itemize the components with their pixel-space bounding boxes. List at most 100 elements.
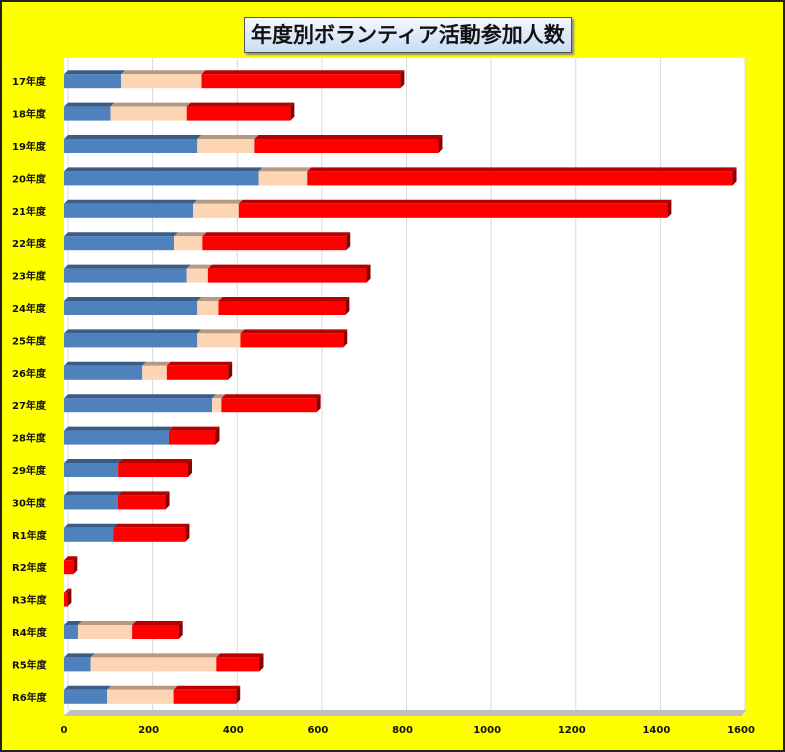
bar-segment: [258, 171, 308, 186]
bar-segment: [117, 495, 166, 510]
category-label: 19年度: [12, 140, 47, 153]
bar-end-face: [236, 685, 241, 704]
bar-top-face: [64, 394, 217, 399]
bar-top-face: [64, 232, 179, 237]
category-label: R2年度: [12, 561, 48, 574]
bar-segment: [221, 398, 317, 413]
bar-segment: [202, 236, 347, 251]
bar-segment: [64, 625, 78, 639]
bar-end-face: [438, 135, 443, 153]
bar-segment: [64, 74, 122, 89]
bar-top-face: [64, 426, 173, 431]
bar-end-face: [165, 491, 170, 510]
bar-top-face: [174, 232, 207, 237]
category-label: 30年度: [12, 496, 47, 509]
bar-top-face: [207, 264, 371, 269]
bar-top-face: [64, 135, 202, 139]
bar-segment: [307, 171, 733, 186]
category-label: 23年度: [12, 270, 47, 283]
bar-top-face: [64, 70, 126, 75]
bar-segment: [186, 268, 208, 283]
bar-segment: [64, 139, 198, 153]
bar-segment: [64, 430, 169, 445]
bar-end-face: [185, 523, 190, 542]
category-label: 18年度: [12, 108, 47, 121]
bar-end-face: [187, 459, 192, 477]
bar-end-face: [228, 361, 233, 380]
bar-segment: [193, 203, 239, 218]
bar-end-face: [290, 102, 295, 121]
x-tick-label: 1400: [642, 725, 670, 736]
bar-segment: [64, 560, 74, 575]
bar-segment: [64, 463, 119, 477]
bar-segment: [64, 171, 259, 186]
bar-segment: [64, 657, 91, 672]
bar-top-face: [132, 621, 183, 625]
bar-segment: [254, 139, 439, 153]
category-label: 17年度: [12, 75, 47, 88]
bar-segment: [64, 203, 194, 218]
bar-segment: [197, 301, 219, 315]
bar-end-face: [215, 426, 220, 445]
category-label: R4年度: [12, 626, 48, 639]
bar-segment: [107, 689, 174, 704]
x-tick-label: 200: [138, 725, 159, 736]
category-label: R5年度: [12, 658, 48, 671]
bar-segment: [212, 398, 222, 413]
category-label: R1年度: [12, 529, 48, 542]
bar-top-face: [64, 556, 78, 561]
bar-top-face: [216, 653, 264, 658]
bar-end-face: [400, 70, 405, 89]
bar-segment: [168, 430, 216, 445]
plot-area: [64, 58, 745, 714]
bar-top-face: [90, 653, 221, 658]
bar-top-face: [202, 232, 351, 237]
category-label: 25年度: [12, 334, 47, 347]
bar-top-face: [240, 329, 348, 334]
bar-segment: [142, 365, 167, 380]
bar-end-face: [345, 297, 350, 315]
bar-top-face: [64, 653, 95, 658]
chart-title: 年度別ボランティア活動参加人数: [244, 17, 572, 53]
bar-segment: [186, 106, 291, 121]
bar-segment: [64, 106, 111, 121]
bar-top-face: [201, 70, 405, 75]
bar-top-face: [64, 588, 72, 593]
bar-segment: [64, 398, 213, 413]
bar-top-face: [258, 167, 312, 172]
bar-top-face: [64, 361, 147, 366]
bar-top-face: [307, 167, 737, 172]
category-label: 29年度: [12, 464, 47, 477]
category-label: 22年度: [12, 237, 47, 250]
bar-end-face: [67, 588, 72, 607]
bar-end-face: [346, 232, 351, 251]
bar-top-face: [107, 685, 178, 690]
bar-segment: [197, 139, 255, 153]
bar-end-face: [667, 199, 672, 218]
bar-top-face: [173, 685, 241, 690]
category-label: 21年度: [12, 205, 47, 218]
bar-top-face: [197, 135, 259, 139]
bar-top-face: [64, 491, 122, 496]
bar-segment: [240, 333, 344, 348]
bar-top-face: [64, 199, 198, 204]
bar-segment: [90, 657, 217, 672]
bar-segment: [64, 268, 187, 283]
x-tick-label: 0: [61, 725, 68, 736]
bar-segment: [64, 236, 175, 251]
bar-top-face: [212, 394, 226, 399]
bar-end-face: [366, 264, 371, 283]
bar-top-face: [186, 102, 295, 107]
bar-segment: [132, 625, 179, 639]
bar-top-face: [221, 394, 321, 399]
x-tick-label: 400: [223, 725, 244, 736]
bar-segment: [218, 301, 346, 315]
x-tick-label: 800: [392, 725, 413, 736]
bar-top-face: [117, 491, 170, 496]
bar-segment: [64, 301, 198, 315]
x-tick-label: 1600: [727, 725, 755, 736]
bar-top-face: [118, 459, 192, 463]
bar-end-face: [732, 167, 737, 186]
bar-top-face: [64, 102, 115, 107]
